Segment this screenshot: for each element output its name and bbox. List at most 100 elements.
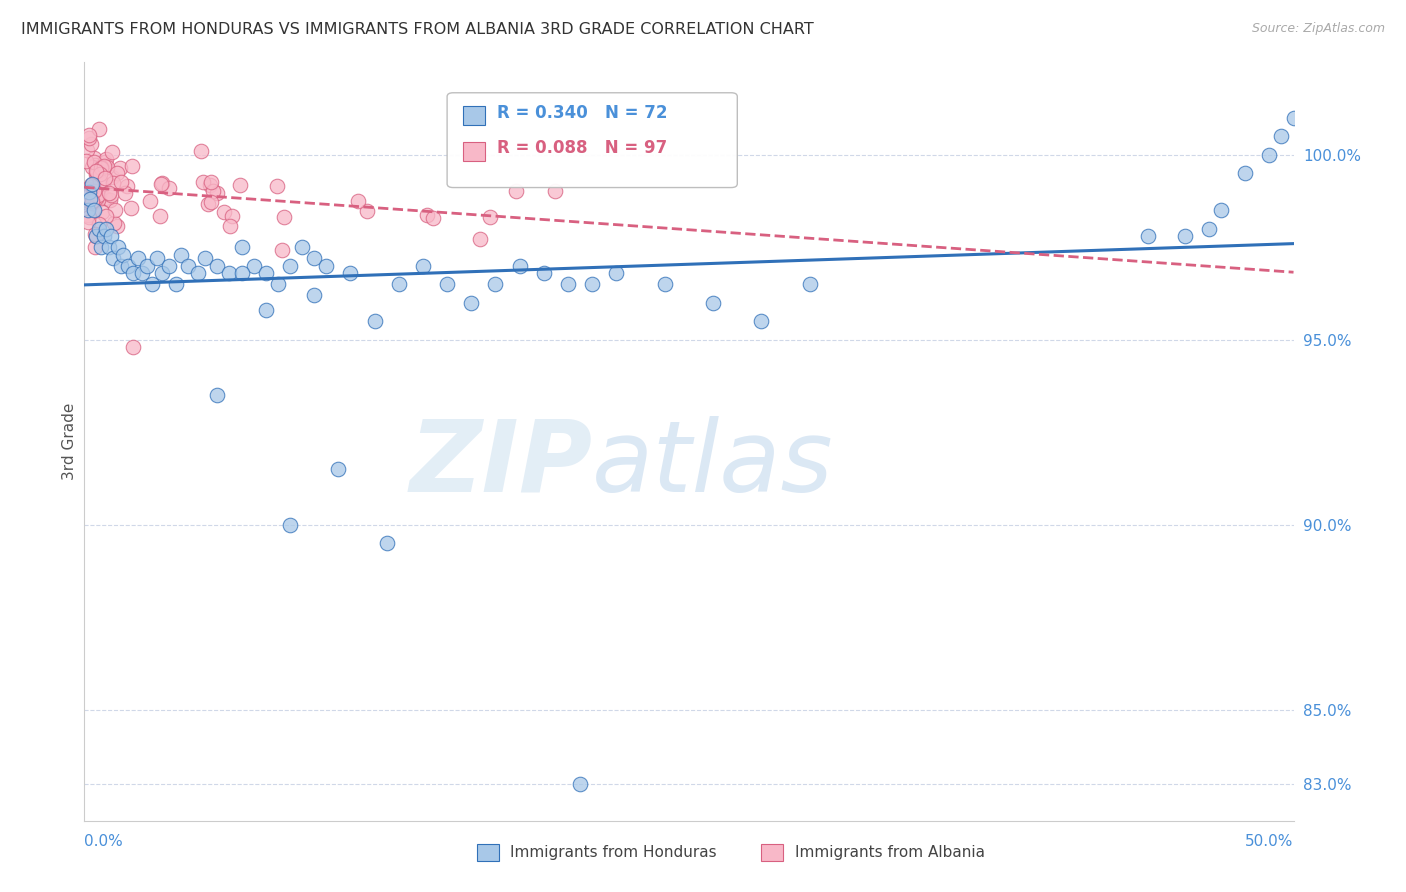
- Point: [436, 277, 458, 292]
- Point: [79, 137, 101, 152]
- Point: [229, 178, 252, 193]
- Point: [91, 178, 114, 192]
- Point: [270, 243, 292, 257]
- Point: [1174, 229, 1197, 244]
- Point: [170, 248, 193, 262]
- Text: 50.0%: 50.0%: [1246, 834, 1294, 848]
- Point: [83, 184, 105, 198]
- Point: [200, 178, 222, 192]
- Point: [76, 144, 98, 158]
- Point: [468, 231, 491, 245]
- Point: [110, 175, 132, 189]
- Point: [89, 167, 111, 181]
- Point: [83, 203, 105, 218]
- Point: [86, 167, 108, 181]
- Point: [121, 266, 143, 280]
- Text: R = 0.340   N = 72: R = 0.340 N = 72: [496, 104, 668, 122]
- Point: [89, 174, 111, 188]
- Point: [200, 175, 222, 189]
- Point: [544, 184, 567, 198]
- Point: [79, 128, 101, 142]
- Point: [86, 229, 108, 244]
- Point: [94, 191, 117, 205]
- Point: [460, 296, 482, 310]
- Point: [1282, 111, 1305, 125]
- Point: [86, 164, 108, 178]
- Point: [89, 186, 111, 201]
- Point: [86, 229, 108, 244]
- Point: [90, 161, 112, 176]
- Point: [80, 196, 103, 211]
- Point: [207, 186, 229, 200]
- Point: [557, 277, 579, 292]
- Point: [79, 192, 101, 206]
- Text: R = 0.088   N = 97: R = 0.088 N = 97: [496, 139, 666, 157]
- Point: [193, 175, 215, 189]
- Text: ZIP: ZIP: [409, 416, 592, 513]
- Point: [107, 240, 129, 254]
- Point: [98, 194, 121, 208]
- Point: [96, 152, 118, 166]
- Point: [1258, 148, 1281, 162]
- Point: [105, 166, 128, 180]
- Point: [654, 277, 676, 292]
- Point: [254, 303, 277, 318]
- Point: [190, 144, 212, 158]
- Point: [94, 209, 117, 223]
- Point: [83, 240, 105, 254]
- Point: [121, 159, 143, 173]
- Point: [103, 252, 125, 266]
- Point: [187, 266, 209, 280]
- Point: [150, 176, 173, 190]
- Point: [347, 194, 370, 208]
- Text: Source: ZipAtlas.com: Source: ZipAtlas.com: [1251, 22, 1385, 36]
- Point: [278, 517, 301, 532]
- Point: [231, 266, 253, 280]
- Point: [82, 194, 104, 208]
- Point: [157, 259, 180, 273]
- Point: [416, 208, 439, 222]
- Point: [75, 153, 97, 168]
- Point: [83, 203, 105, 218]
- Point: [177, 259, 200, 273]
- Point: [100, 229, 122, 244]
- Point: [105, 219, 128, 234]
- Point: [291, 240, 314, 254]
- Point: [87, 222, 110, 236]
- Point: [141, 277, 163, 292]
- Point: [83, 154, 105, 169]
- Point: [79, 211, 101, 225]
- Point: [149, 209, 172, 223]
- Point: [302, 288, 325, 302]
- Point: [422, 211, 444, 225]
- Point: [231, 240, 253, 254]
- Bar: [463, 142, 485, 161]
- Point: [136, 259, 159, 273]
- Point: [356, 204, 378, 219]
- Point: [388, 277, 411, 292]
- Point: [84, 158, 107, 172]
- Point: [207, 259, 229, 273]
- Point: [375, 536, 398, 550]
- Point: [131, 266, 153, 280]
- Point: [328, 462, 350, 476]
- Point: [86, 191, 108, 205]
- Point: [127, 252, 149, 266]
- Point: [254, 266, 277, 280]
- Y-axis label: 3rd Grade: 3rd Grade: [62, 403, 77, 480]
- Point: [702, 296, 724, 310]
- Text: IMMIGRANTS FROM HONDURAS VS IMMIGRANTS FROM ALBANIA 3RD GRADE CORRELATION CHART: IMMIGRANTS FROM HONDURAS VS IMMIGRANTS F…: [21, 22, 814, 37]
- Point: [218, 219, 240, 234]
- Point: [197, 197, 219, 211]
- Point: [110, 259, 132, 273]
- Point: [139, 194, 162, 209]
- Point: [363, 314, 385, 328]
- Point: [509, 259, 531, 273]
- Bar: [762, 844, 783, 861]
- Point: [221, 209, 243, 223]
- Point: [114, 186, 136, 200]
- Bar: [478, 844, 499, 861]
- Point: [315, 259, 337, 273]
- Point: [100, 169, 122, 184]
- Point: [108, 161, 131, 175]
